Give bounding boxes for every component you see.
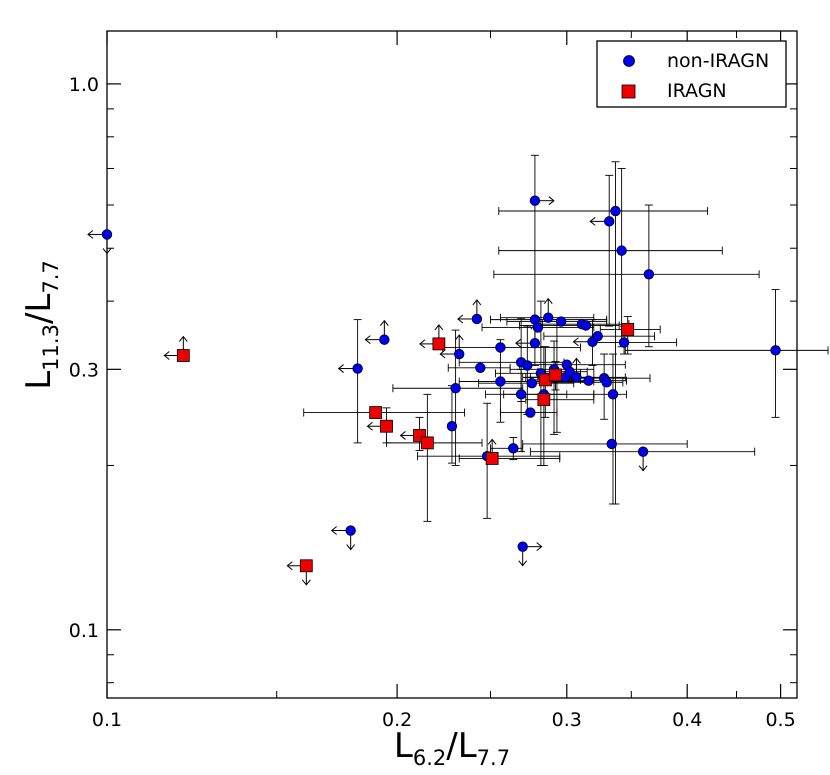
data-point-non-iragn xyxy=(643,269,655,280)
data-point-iragn xyxy=(485,452,499,465)
x-tick-label: 0.2 xyxy=(382,709,412,731)
data-markers xyxy=(101,195,781,573)
data-point-non-iragn xyxy=(592,331,603,342)
x-tick-label: 0.3 xyxy=(552,709,582,731)
data-point-non-iragn xyxy=(637,446,649,457)
y-tick-label: 1.0 xyxy=(69,74,99,96)
data-point-non-iragn xyxy=(529,195,541,206)
limit-arrow-head xyxy=(102,248,112,255)
data-point-non-iragn xyxy=(517,541,528,552)
data-point-non-iragn xyxy=(515,389,527,400)
data-point-iragn xyxy=(537,393,551,407)
limit-arrow-head xyxy=(178,335,188,342)
data-point-non-iragn xyxy=(564,366,575,377)
data-point-non-iragn xyxy=(526,377,538,389)
x-axis-title: L6.2/L7.7 xyxy=(394,726,510,770)
legend-label-iragn: IRAGN xyxy=(667,80,727,102)
limit-arrow-head xyxy=(301,579,311,586)
limit-arrow-head xyxy=(572,357,581,364)
limit-arrow-head xyxy=(572,337,579,347)
data-point-iragn xyxy=(299,559,313,573)
data-point-non-iragn xyxy=(770,345,781,356)
limit-arrow-head xyxy=(457,314,464,324)
data-point-non-iragn xyxy=(555,316,567,327)
limit-arrows xyxy=(87,196,648,586)
limit-arrow-head xyxy=(518,560,528,567)
data-point-non-iragn xyxy=(508,443,519,454)
limit-arrow-head xyxy=(515,338,522,348)
data-point-non-iragn xyxy=(610,205,621,217)
data-point-non-iragn xyxy=(495,342,506,353)
data-point-non-iragn xyxy=(571,372,582,383)
data-point-non-iragn xyxy=(616,245,627,256)
data-point-non-iragn xyxy=(345,525,356,536)
limit-arrow-head xyxy=(366,421,373,431)
axis-tick-labels: 0.1 0.2 0.3 0.4 0.5 0.1 0.3 1.0 xyxy=(69,74,796,731)
data-point-non-iragn xyxy=(529,337,541,349)
legend: non-IRAGN IRAGN xyxy=(596,40,787,108)
data-point-non-iragn xyxy=(450,383,461,394)
limit-arrow-head xyxy=(379,319,389,326)
limit-arrow-head xyxy=(536,542,543,552)
y-axis-title: L11.3/L7.7 xyxy=(19,260,63,390)
limit-arrow-head xyxy=(434,324,444,331)
limit-arrow-head xyxy=(364,335,371,345)
data-point-non-iragn xyxy=(532,322,544,333)
data-point-non-iragn xyxy=(352,363,363,374)
data-point-non-iragn xyxy=(454,348,465,360)
axis-ticks xyxy=(106,31,797,698)
data-point-non-iragn xyxy=(580,320,592,331)
limit-arrow-head xyxy=(487,438,497,445)
limit-arrow-head xyxy=(286,561,293,571)
limit-arrow-head xyxy=(548,196,555,206)
data-point-non-iragn xyxy=(583,375,594,386)
y-tick-label: 0.3 xyxy=(69,359,99,381)
limit-arrow-head xyxy=(589,216,596,226)
data-point-iragn xyxy=(369,406,383,419)
limit-arrow-head xyxy=(638,465,648,472)
limit-arrow-head xyxy=(439,349,446,359)
data-point-non-iragn xyxy=(446,421,458,432)
legend-marker-non-iragn xyxy=(623,55,635,67)
data-point-non-iragn xyxy=(379,334,390,345)
data-point-non-iragn xyxy=(495,376,506,387)
plot-frame xyxy=(106,30,798,699)
data-point-non-iragn xyxy=(522,360,533,371)
limit-arrow-head xyxy=(543,297,553,305)
data-point-iragn xyxy=(549,368,562,382)
legend-label-non-iragn: non-IRAGN xyxy=(667,50,769,72)
data-point-iragn xyxy=(420,436,434,450)
data-point-iragn xyxy=(176,349,190,362)
limit-arrow-head xyxy=(346,544,356,551)
x-tick-label: 0.5 xyxy=(765,709,795,731)
limit-arrow-head xyxy=(337,364,344,373)
limit-arrow-head xyxy=(87,230,94,239)
data-point-non-iragn xyxy=(471,313,483,325)
data-point-non-iragn xyxy=(101,229,113,240)
data-point-non-iragn xyxy=(606,438,617,450)
limit-arrow-head xyxy=(419,339,426,349)
data-point-iragn xyxy=(380,419,393,433)
data-point-non-iragn xyxy=(607,389,619,400)
limit-arrow-head xyxy=(472,299,482,306)
x-tick-label: 0.4 xyxy=(672,709,702,731)
data-point-non-iragn xyxy=(543,312,554,323)
data-point-non-iragn xyxy=(475,362,486,373)
data-point-non-iragn xyxy=(601,377,612,388)
y-tick-label: 0.1 xyxy=(69,620,99,642)
limit-arrow-head xyxy=(163,351,170,360)
data-point-non-iragn xyxy=(618,337,630,348)
data-point-iragn xyxy=(621,323,635,336)
legend-marker-iragn xyxy=(621,84,636,99)
limit-arrow-head xyxy=(330,526,337,535)
limit-arrow-head xyxy=(454,334,464,341)
data-point-non-iragn xyxy=(525,407,536,418)
limit-arrow-head xyxy=(399,431,406,440)
x-tick-label: 0.1 xyxy=(92,709,122,731)
data-point-non-iragn xyxy=(604,216,615,227)
data-point-iragn xyxy=(432,337,446,351)
